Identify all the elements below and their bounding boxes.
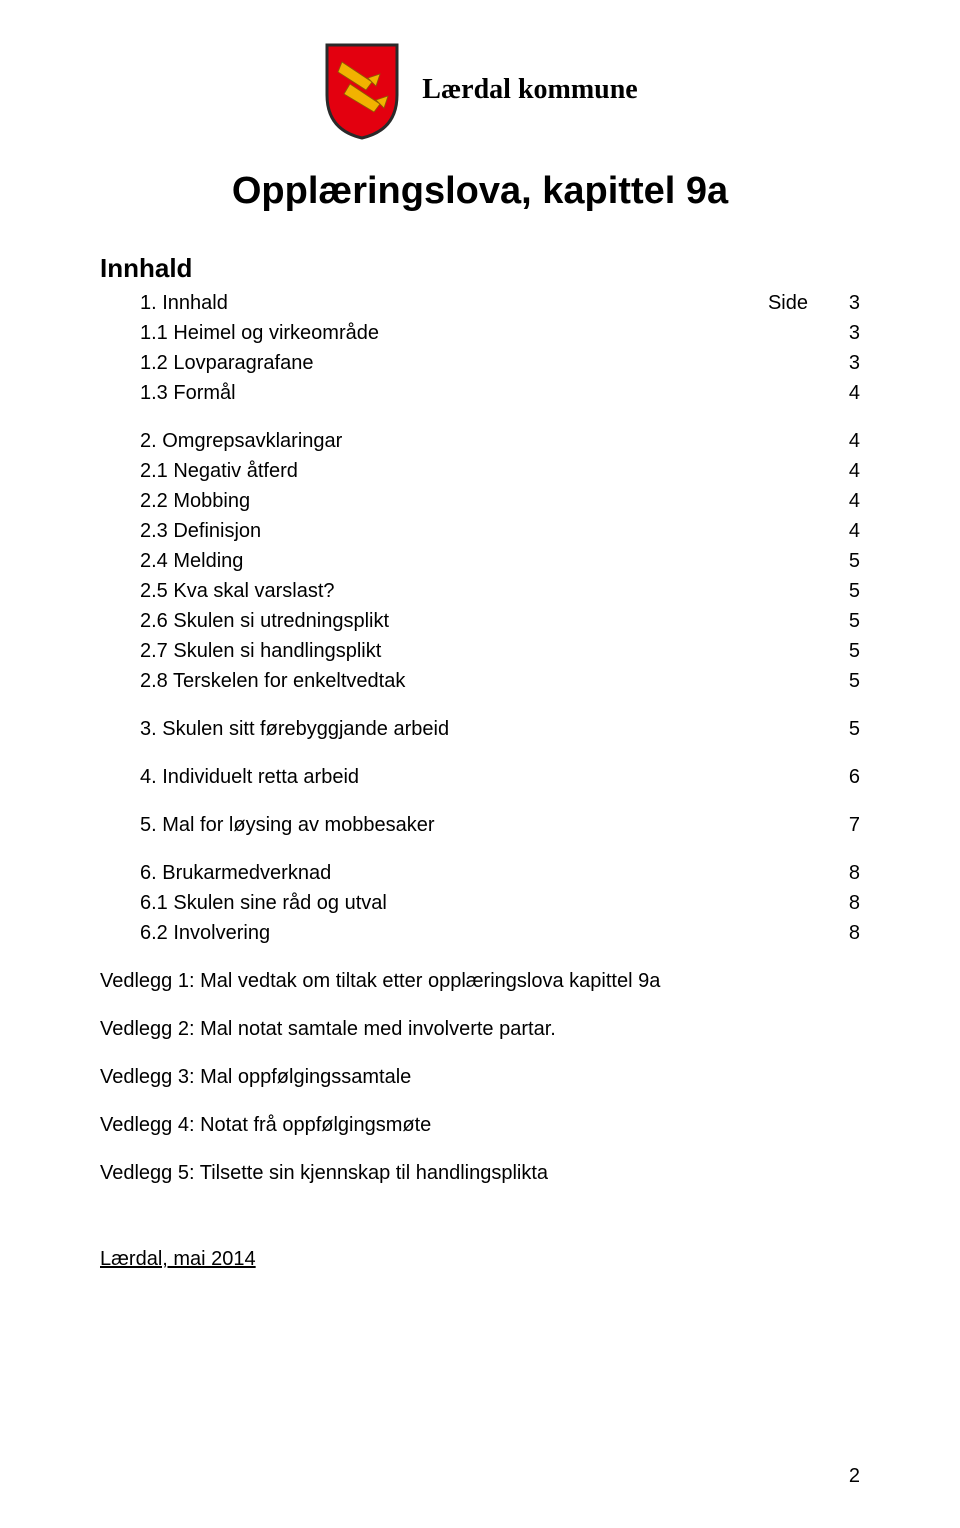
toc-label: 6.2 Involvering <box>140 918 820 948</box>
document-title: Opplæringslova, kapittel 9a <box>100 170 860 213</box>
toc-page: 4 <box>820 516 860 546</box>
toc-label: 1.1 Heimel og virkeområde <box>140 318 820 348</box>
org-name: Lærdal kommune <box>422 74 637 106</box>
toc-group: 4. Individuelt retta arbeid6 <box>100 762 860 792</box>
vedlegg-item: Vedlegg 1: Mal vedtak om tiltak etter op… <box>100 966 860 996</box>
toc-label: 6. Brukarmedverknad <box>140 858 820 888</box>
toc-page: 5 <box>820 576 860 606</box>
toc-label: 2.5 Kva skal varslast? <box>140 576 820 606</box>
toc-row: 2.8 Terskelen for enkeltvedtak5 <box>100 666 860 696</box>
toc-row: 2.2 Mobbing4 <box>100 486 860 516</box>
toc-label: 2.2 Mobbing <box>140 486 820 516</box>
toc-group: 6. Brukarmedverknad86.1 Skulen sine råd … <box>100 858 860 948</box>
toc-row: 2.4 Melding5 <box>100 546 860 576</box>
toc-page: 4 <box>820 486 860 516</box>
toc-row: 1. InnhaldSide 3 <box>100 288 860 318</box>
vedlegg-list: Vedlegg 1: Mal vedtak om tiltak etter op… <box>100 966 860 1188</box>
toc-row: 1.1 Heimel og virkeområde3 <box>100 318 860 348</box>
toc-row: 2.1 Negativ åtferd4 <box>100 456 860 486</box>
vedlegg-item: Vedlegg 3: Mal oppfølgingssamtale <box>100 1062 860 1092</box>
toc-row: 2. Omgrepsavklaringar4 <box>100 426 860 456</box>
toc-page: 6 <box>820 762 860 792</box>
toc-row: 1.2 Lovparagrafane3 <box>100 348 860 378</box>
toc-page: 5 <box>820 666 860 696</box>
toc-page: 5 <box>820 546 860 576</box>
toc-row: 3. Skulen sitt førebyggjande arbeid5 <box>100 714 860 744</box>
toc-page: 4 <box>820 378 860 408</box>
toc-label: 2.3 Definisjon <box>140 516 820 546</box>
toc-page: 8 <box>820 918 860 948</box>
toc-page: 4 <box>820 456 860 486</box>
vedlegg-item: Vedlegg 5: Tilsette sin kjennskap til ha… <box>100 1158 860 1188</box>
toc-page: 3 <box>820 288 860 318</box>
toc-page: 8 <box>820 858 860 888</box>
toc-label: 2.1 Negativ åtferd <box>140 456 820 486</box>
crest-icon <box>322 40 402 140</box>
toc-page: 8 <box>820 888 860 918</box>
toc-label: 2.7 Skulen si handlingsplikt <box>140 636 820 666</box>
toc-row: 2.3 Definisjon4 <box>100 516 860 546</box>
toc-row: 2.6 Skulen si utredningsplikt5 <box>100 606 860 636</box>
toc-label: 1.2 Lovparagrafane <box>140 348 820 378</box>
footer-date: Lærdal, mai 2014 <box>100 1248 860 1271</box>
toc-page: 7 <box>820 810 860 840</box>
toc-label: 2.8 Terskelen for enkeltvedtak <box>140 666 820 696</box>
toc-group: 3. Skulen sitt førebyggjande arbeid5 <box>100 714 860 744</box>
toc-row: 6.2 Involvering8 <box>100 918 860 948</box>
table-of-contents: 1. InnhaldSide 31.1 Heimel og virkeområde… <box>100 288 860 948</box>
document-header: Lærdal kommune <box>100 40 860 140</box>
toc-group: 2. Omgrepsavklaringar42.1 Negativ åtferd… <box>100 426 860 696</box>
toc-label: 4. Individuelt retta arbeid <box>140 762 820 792</box>
toc-label: 1.3 Formål <box>140 378 820 408</box>
toc-row: 2.7 Skulen si handlingsplikt5 <box>100 636 860 666</box>
toc-label: 2.6 Skulen si utredningsplikt <box>140 606 820 636</box>
toc-page: 5 <box>820 636 860 666</box>
page-number: 2 <box>849 1465 860 1488</box>
toc-row: 1.3 Formål4 <box>100 378 860 408</box>
toc-page: 3 <box>820 318 860 348</box>
toc-row: 2.5 Kva skal varslast?5 <box>100 576 860 606</box>
toc-row: 6.1 Skulen sine råd og utval8 <box>100 888 860 918</box>
toc-label: 2. Omgrepsavklaringar <box>140 426 820 456</box>
toc-row: 6. Brukarmedverknad8 <box>100 858 860 888</box>
toc-page: 5 <box>820 606 860 636</box>
side-label: Side <box>768 288 808 318</box>
toc-label: 1. Innhald <box>140 288 768 318</box>
toc-label: 6.1 Skulen sine råd og utval <box>140 888 820 918</box>
innhald-heading: Innhald <box>100 253 860 284</box>
toc-row: 4. Individuelt retta arbeid6 <box>100 762 860 792</box>
toc-label: 3. Skulen sitt førebyggjande arbeid <box>140 714 820 744</box>
toc-page: 4 <box>820 426 860 456</box>
toc-group: 1. InnhaldSide 31.1 Heimel og virkeområde… <box>100 288 860 408</box>
toc-group: 5. Mal for løysing av mobbesaker7 <box>100 810 860 840</box>
toc-label: 2.4 Melding <box>140 546 820 576</box>
toc-row: 5. Mal for løysing av mobbesaker7 <box>100 810 860 840</box>
vedlegg-item: Vedlegg 2: Mal notat samtale med involve… <box>100 1014 860 1044</box>
toc-label: 5. Mal for løysing av mobbesaker <box>140 810 820 840</box>
vedlegg-item: Vedlegg 4: Notat frå oppfølgingsmøte <box>100 1110 860 1140</box>
toc-page: 3 <box>820 348 860 378</box>
toc-page: 5 <box>820 714 860 744</box>
